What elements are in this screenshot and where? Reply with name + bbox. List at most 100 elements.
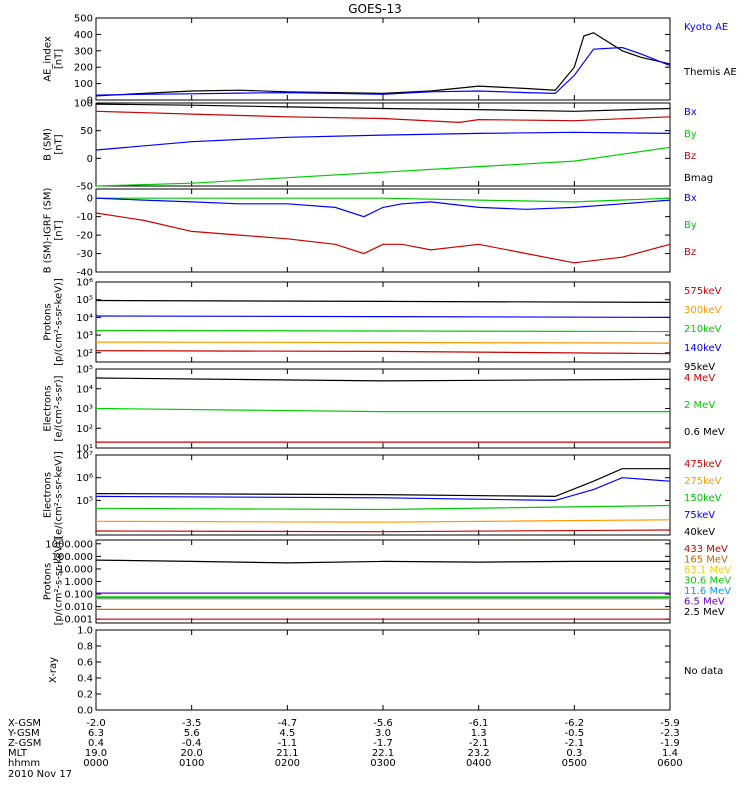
panel-electrons_kev: 10⁵ 10⁶ 10⁷ Electrons [e/(cm²-s-sr-keV)] 475k… bbox=[43, 451, 722, 539]
legend-entry: Kyoto AE bbox=[684, 22, 728, 33]
y-tick-label: 50 bbox=[80, 126, 93, 137]
series-line bbox=[95, 559, 670, 564]
y-axis-label: B (SM)-IGRF (SM) bbox=[43, 188, 54, 274]
y-axis-label: Protons bbox=[43, 563, 54, 600]
series-line bbox=[95, 529, 671, 533]
plot-title: GOES-13 bbox=[348, 2, 402, 16]
x-axis-value: -0.5 bbox=[565, 728, 585, 739]
legend-entry: Bx bbox=[684, 193, 697, 204]
x-axis-value: 1.4 bbox=[662, 748, 678, 759]
x-axis-table: X-GSM -2.0 -3.5 -4.7 -5.6 -6.1 -6.2 -5.9 Y-GSM 6.… bbox=[7, 718, 683, 769]
y-tick-label: 1.000 bbox=[64, 577, 93, 588]
series-line bbox=[95, 212, 671, 264]
legend-entry: 11.6 MeV bbox=[684, 586, 731, 597]
y-tick-label: 10⁵ bbox=[76, 365, 93, 376]
panel-b_igrf: -40 -30 -20 -10 0 B (SM)-IGRF (SM) [nT] Bx By Bz bbox=[43, 188, 697, 279]
y-tick-label: 10³ bbox=[76, 404, 93, 415]
y-axis-label: [p/(cm²-s-sr-keV)] bbox=[54, 278, 65, 366]
y-tick-label: 10⁵ bbox=[76, 295, 93, 306]
legend-entry: 95keV bbox=[684, 362, 715, 373]
y-tick-label: 10⁴ bbox=[76, 384, 93, 395]
x-axis-value: 0100 bbox=[179, 758, 204, 769]
y-tick-label: 0.4 bbox=[77, 674, 93, 685]
series-line bbox=[95, 341, 671, 344]
y-axis-label: [nT] bbox=[54, 134, 65, 154]
legend-entry: 6.5 MeV bbox=[684, 597, 725, 608]
series-line bbox=[95, 299, 671, 303]
legend-entry: 40keV bbox=[684, 527, 715, 538]
y-tick-label: 0.0 bbox=[77, 706, 93, 717]
y-axis-label: [e/(cm²-s-sr)] bbox=[54, 375, 65, 441]
x-axis-value: -4.7 bbox=[278, 718, 298, 729]
series-line bbox=[95, 110, 671, 124]
y-axis-label: [nT] bbox=[54, 49, 65, 69]
y-axis-label: AE_index bbox=[43, 36, 54, 82]
y-tick-label: 10.000 bbox=[58, 564, 93, 575]
panel-frame bbox=[95, 102, 671, 187]
y-axis-label: B (SM) bbox=[43, 128, 54, 161]
series-line bbox=[95, 477, 671, 502]
y-axis-label: Electrons bbox=[43, 385, 54, 431]
x-axis-value: 0.3 bbox=[566, 748, 582, 759]
y-tick-label: -30 bbox=[77, 249, 93, 260]
legend-entry: 165 MeV bbox=[684, 555, 728, 566]
legend-entry: 475keV bbox=[684, 459, 722, 470]
series-line bbox=[95, 377, 671, 382]
legend-entry: Themis AE bbox=[683, 67, 737, 78]
panel-b_sm: -50 0 50 100 B (SM) [nT] Bx By Bz Bmag bbox=[43, 99, 714, 193]
y-tick-label: 1000.000 bbox=[45, 539, 93, 550]
series-line bbox=[95, 468, 670, 498]
y-tick-label: 200 bbox=[74, 63, 93, 74]
y-tick-label: 0.001 bbox=[64, 615, 93, 626]
x-axis-value: 21.1 bbox=[276, 748, 298, 759]
x-axis-value: -2.3 bbox=[660, 728, 680, 739]
series-line bbox=[95, 329, 671, 333]
y-tick-label: 0.2 bbox=[77, 690, 93, 701]
x-axis-value: -1.1 bbox=[278, 738, 298, 749]
x-axis-row-label: hhmm bbox=[8, 758, 40, 769]
x-axis-value: 0400 bbox=[466, 758, 491, 769]
x-axis-value: 22.1 bbox=[372, 748, 394, 759]
x-axis-value: 5.6 bbox=[184, 728, 200, 739]
legend-entry: 0.6 MeV bbox=[684, 427, 725, 438]
legend-entry: 210keV bbox=[684, 324, 722, 335]
x-axis-value: 0200 bbox=[275, 758, 300, 769]
series-line bbox=[95, 407, 670, 413]
y-tick-label: 0 bbox=[87, 96, 93, 107]
y-axis-label: [nT] bbox=[54, 220, 65, 240]
y-tick-label: 300 bbox=[74, 46, 93, 57]
x-axis-value: 23.2 bbox=[468, 748, 490, 759]
panel-frame bbox=[95, 281, 671, 363]
x-axis-value: 6.3 bbox=[88, 728, 104, 739]
y-tick-label: 10⁷ bbox=[76, 451, 93, 462]
y-tick-label: 100 bbox=[74, 99, 93, 110]
x-axis-value: 0.4 bbox=[88, 738, 104, 749]
legend-entry: 75keV bbox=[684, 510, 715, 521]
x-axis-value: -2.1 bbox=[469, 738, 489, 749]
y-tick-label: 100.000 bbox=[52, 552, 93, 563]
y-axis-label: Electrons bbox=[43, 472, 54, 518]
y-axis-label: Protons bbox=[43, 303, 54, 340]
series-line bbox=[95, 519, 671, 523]
x-axis-value: -0.4 bbox=[182, 738, 202, 749]
y-tick-label: 0.8 bbox=[77, 642, 93, 653]
x-axis-value: 20.0 bbox=[181, 748, 203, 759]
panel-xray: 0.0 0.2 0.4 0.6 0.8 1.0 X-ray No data bbox=[48, 626, 723, 717]
legend-entry: 4 MeV bbox=[684, 373, 715, 384]
x-axis-value: -1.7 bbox=[373, 738, 393, 749]
legend-entry: 140keV bbox=[684, 343, 722, 354]
date-label: 2010 Nov 17 bbox=[8, 769, 72, 780]
panel-frame bbox=[95, 539, 671, 624]
x-axis-row-label: Z-GSM bbox=[8, 738, 41, 749]
x-axis-value: 19.0 bbox=[85, 748, 107, 759]
legend-entry: 2.5 MeV bbox=[684, 607, 725, 618]
x-axis-value: 4.5 bbox=[279, 728, 295, 739]
y-tick-label: 1.0 bbox=[77, 626, 93, 637]
legend-entry: By bbox=[684, 129, 697, 140]
legend-entry: 63.1 MeV bbox=[684, 565, 731, 576]
legend-entry: Bz bbox=[684, 247, 696, 258]
y-axis-label: [p/(cm²-s-sr-keV)] bbox=[54, 538, 65, 626]
legend-entry: 433 MeV bbox=[684, 544, 728, 555]
